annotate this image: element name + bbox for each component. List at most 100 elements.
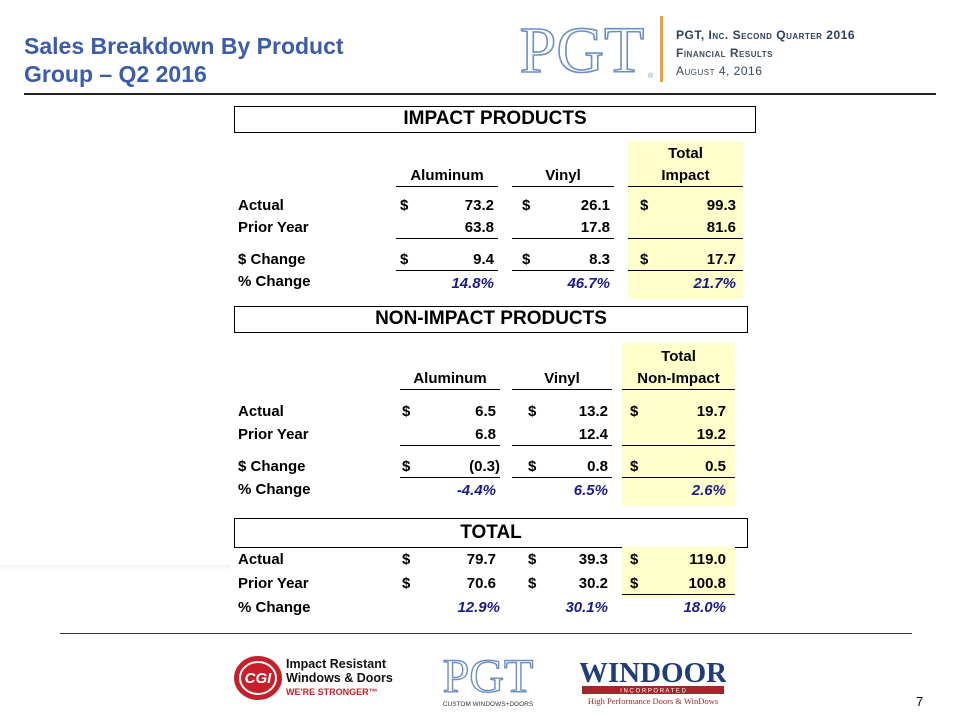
impact-actual-label: Actual [238,197,284,214]
nonimpact-change-vinyl: 0.8 [587,458,608,475]
company-line2: Financial Results [676,46,774,60]
nonimpact-total-header-1: Total [661,348,696,365]
page-number: 7 [916,694,924,709]
header-divider [24,93,936,95]
pgt-footer-logo-text: PGT [443,650,534,703]
decorative-shadow [0,565,230,571]
currency-symbol: $ [402,458,411,475]
impact-total-header-1: Total [668,145,703,162]
currency-symbol: $ [402,551,411,568]
windoor-logo: WINDOOR I N C O R P O R A T E D High Per… [580,657,726,706]
company-line3: August 4, 2016 [676,64,763,78]
currency-symbol: $ [630,551,639,568]
impact-actual-vinyl: 26.1 [580,197,610,214]
page-title-line2: Group – Q2 2016 [24,61,207,87]
currency-symbol: $ [402,403,411,420]
cgi-line2: Windows & Doors [286,671,393,685]
nonimpact-actual-vinyl: 13.2 [578,403,608,420]
company-info: PGT, Inc. Second Quarter 2016 Financial … [676,26,855,80]
impact-total-header-2: Impact [661,167,710,184]
nonimpact-vinyl-header: Vinyl [544,370,580,387]
cgi-badge-text: CGI [245,670,273,687]
pgt-logo-text: PGT [520,14,645,82]
impact-change-label: $ Change [238,251,306,268]
company-line1: PGT, Inc. Second Quarter 2016 [676,28,855,42]
impact-aluminum-header: Aluminum [410,167,484,184]
page-title-line1: Sales Breakdown By Product [24,33,344,59]
total-pct-vinyl: 30.1% [565,599,608,616]
impact-pct-vinyl: 46.7% [567,275,610,292]
pgt-logo: PGT ® [508,14,656,82]
total-prior-label: Prior Year [238,575,309,592]
impact-change-total: 17.7 [706,251,736,268]
impact-actual-aluminum: 73.2 [464,197,494,214]
currency-symbol: $ [640,197,649,214]
impact-total-highlight [628,141,743,299]
impact-prior-aluminum: 63.8 [464,219,494,236]
currency-symbol: $ [400,197,409,214]
nonimpact-aluminum-header: Aluminum [413,370,487,387]
impact-pct-label: % Change [238,273,311,290]
total-prior-vinyl: 30.2 [578,575,608,592]
impact-vinyl-header: Vinyl [545,167,581,184]
nonimpact-actual-aluminum: 6.5 [475,403,496,420]
total-pct-total: 18.0% [683,599,726,616]
nonimpact-pct-total: 2.6% [691,482,726,499]
currency-symbol: $ [528,403,537,420]
cgi-logo: CGI Impact Resistant Windows & Doors WE'… [234,656,393,700]
windoor-name: WINDOOR [580,657,726,689]
impact-pct-total: 21.7% [693,275,736,292]
nonimpact-pct-label: % Change [238,481,311,498]
nonimpact-prior-vinyl: 12.4 [578,426,608,443]
impact-pct-aluminum: 14.8% [451,275,494,292]
currency-symbol: $ [522,197,531,214]
nonimpact-change-total: 0.5 [705,458,726,475]
svg-text:®: ® [648,72,654,80]
total-section-title: TOTAL [234,518,748,548]
total-actual-label: Actual [238,551,284,568]
total-prior-aluminum: 70.6 [466,575,496,592]
cgi-line3: WE'RE STRONGER™ [286,687,378,697]
total-pct-label: % Change [238,599,311,616]
currency-symbol: $ [528,575,537,592]
nonimpact-total-highlight [622,343,735,506]
impact-section-title: IMPACT PRODUCTS [234,106,756,133]
total-pct-aluminum: 12.9% [457,599,500,616]
windoor-tagline: High Performance Doors & WinDows [588,696,718,706]
currency-symbol: $ [400,251,409,268]
currency-symbol: $ [402,575,411,592]
nonimpact-total-header-2: Non-Impact [637,370,720,387]
currency-symbol: $ [630,575,639,592]
total-actual-vinyl: 39.3 [578,551,608,568]
impact-change-vinyl: 8.3 [589,251,610,268]
impact-prior-vinyl: 17.8 [580,219,610,236]
impact-change-aluminum: 9.4 [473,251,494,268]
impact-prior-label: Prior Year [238,219,309,236]
impact-prior-total: 81.6 [706,219,736,236]
pgt-footer-logo: PGT CUSTOM WINDOWS+DOORS [442,649,534,708]
currency-symbol: $ [640,251,649,268]
currency-symbol: $ [630,403,639,420]
nonimpact-pct-vinyl: 6.5% [573,482,608,499]
nonimpact-prior-total: 19.2 [696,426,726,443]
nonimpact-prior-aluminum: 6.8 [475,426,496,443]
currency-symbol: $ [528,458,537,475]
pgt-footer-tagline: CUSTOM WINDOWS+DOORS [443,701,534,708]
impact-actual-total: 99.3 [706,197,736,214]
currency-symbol: $ [630,458,639,475]
total-actual-total: 119.0 [689,551,726,568]
nonimpact-actual-total: 19.7 [696,403,726,420]
total-highlight [622,547,735,597]
nonimpact-change-aluminum: (0.3) [469,458,500,475]
nonimpact-section-title: NON-IMPACT PRODUCTS [234,306,748,333]
accent-divider [660,16,663,82]
footer-divider [60,633,912,634]
page-title: Sales Breakdown By Product Group – Q2 20… [24,32,344,88]
total-actual-aluminum: 79.7 [466,551,496,568]
nonimpact-actual-label: Actual [238,403,284,420]
nonimpact-change-label: $ Change [238,458,306,475]
currency-symbol: $ [522,251,531,268]
nonimpact-pct-aluminum: -4.4% [456,482,496,499]
cgi-line1: Impact Resistant [286,657,387,671]
currency-symbol: $ [528,551,537,568]
